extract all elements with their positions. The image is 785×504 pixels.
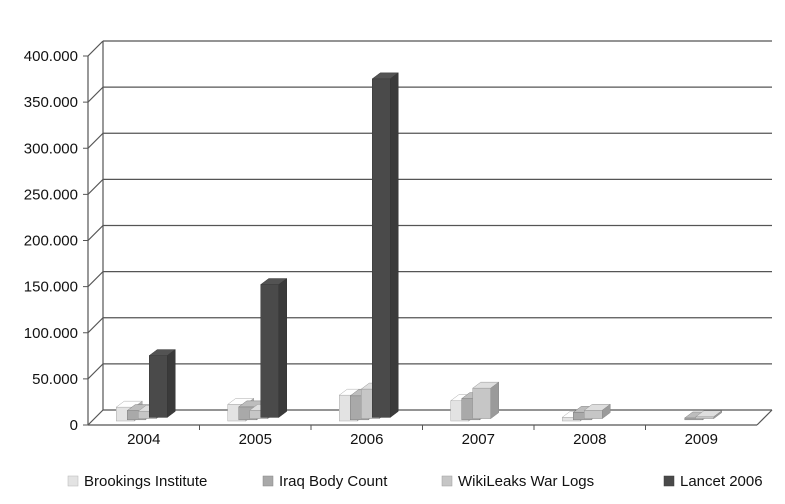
- bar-front: [695, 416, 714, 419]
- legend-swatch: [67, 475, 79, 487]
- legend-item: WikiLeaks War Logs: [441, 473, 594, 490]
- gridlines: [87, 40, 772, 426]
- bar-front: [149, 355, 168, 418]
- x-tick-label: 2009: [685, 431, 718, 448]
- y-tick-label: 150.000: [24, 279, 78, 296]
- legend-label: Brookings Institute: [84, 473, 207, 490]
- bar: [472, 381, 500, 420]
- bar: [148, 349, 176, 418]
- legend-swatch: [663, 475, 675, 487]
- gridline-side: [87, 40, 104, 57]
- bar: [260, 278, 288, 418]
- bars: [115, 72, 723, 422]
- bar-side: [390, 72, 399, 418]
- x-tick-label: 2007: [462, 431, 495, 448]
- legend-label: Iraq Body Count: [279, 473, 388, 490]
- y-tick-label: 300.000: [24, 140, 78, 157]
- x-tick-label: 2004: [127, 431, 160, 448]
- legend-swatch: [441, 475, 453, 487]
- bar-side: [490, 381, 499, 420]
- legend-item: Brookings Institute: [67, 473, 207, 490]
- bar: [371, 72, 399, 418]
- bar-front: [372, 78, 391, 418]
- bar-front: [472, 387, 491, 419]
- gridline-side: [87, 178, 104, 195]
- gridline-side: [87, 363, 104, 380]
- bar-front: [584, 410, 603, 419]
- gridline-side: [87, 409, 104, 426]
- bar-front: [260, 284, 279, 418]
- legend-item: Iraq Body Count: [262, 473, 388, 490]
- floor-right-edge: [756, 409, 773, 426]
- y-tick-labels: 0 50.000 100.000 150.000 200.000 250.000 300.0…: [24, 48, 88, 434]
- x-tick-labels: 2004 2005 2006 2007 2008 2009: [127, 425, 718, 448]
- gridline-side: [87, 132, 104, 149]
- y-tick-label: 400.000: [24, 48, 78, 65]
- y-tick-label: 50.000: [32, 371, 78, 388]
- x-tick-label: 2005: [239, 431, 272, 448]
- legend-swatch: [262, 475, 274, 487]
- y-tick-label: 200.000: [24, 233, 78, 250]
- bar-side: [167, 349, 176, 418]
- y-tick-label: 100.000: [24, 325, 78, 342]
- y-tick-label: 250.000: [24, 186, 78, 203]
- y-tick-label: 350.000: [24, 94, 78, 111]
- bar: [695, 410, 723, 420]
- bar-side: [278, 278, 287, 418]
- bar: [583, 403, 611, 420]
- x-tick-label: 2008: [573, 431, 606, 448]
- gridline-side: [87, 271, 104, 288]
- gridline-side: [87, 317, 104, 334]
- gridline-side: [87, 225, 104, 241]
- legend-label: Lancet 2006: [680, 473, 763, 490]
- legend-item: Lancet 2006: [663, 473, 763, 490]
- legend: Brookings Institute Iraq Body Count WikiLe…: [67, 473, 763, 490]
- bar-side: [602, 403, 611, 420]
- gridline-side: [87, 86, 104, 103]
- bar-side: [713, 410, 722, 420]
- x-tick-label: 2006: [350, 431, 383, 448]
- y-tick-label: 0: [70, 417, 78, 434]
- legend-label: WikiLeaks War Logs: [458, 473, 594, 490]
